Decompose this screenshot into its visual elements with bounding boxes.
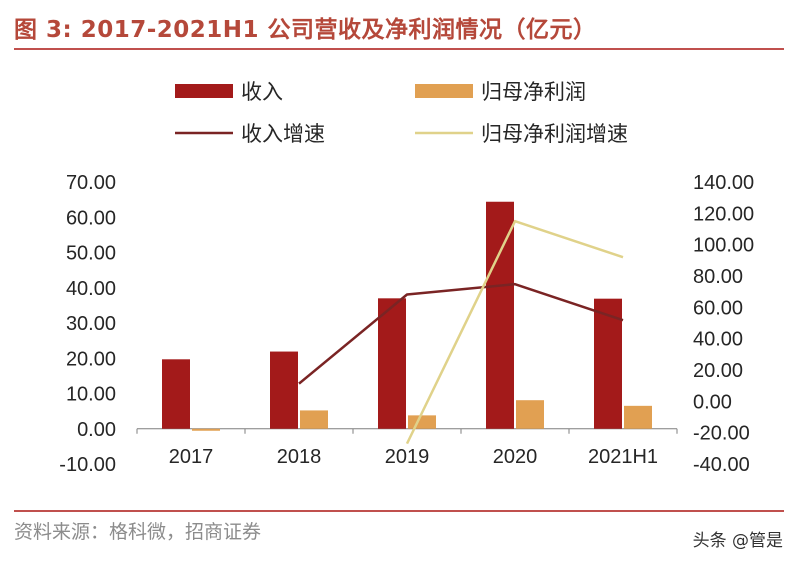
left-axis-tick-label: 70.00 bbox=[66, 172, 116, 194]
legend-swatch-net-profit bbox=[415, 84, 473, 98]
bar-revenue bbox=[378, 298, 406, 429]
legend-label: 收入增速 bbox=[241, 122, 325, 146]
footer-rule bbox=[14, 510, 784, 512]
x-axis-category-label: 2019 bbox=[385, 446, 430, 468]
bar-revenue bbox=[270, 351, 298, 429]
bar-net-profit bbox=[300, 410, 328, 429]
bar-net-profit bbox=[408, 415, 436, 429]
right-axis-tick-label: 80.00 bbox=[693, 266, 743, 288]
bar-net-profit bbox=[516, 400, 544, 429]
right-axis-tick-label: 40.00 bbox=[693, 329, 743, 351]
legend-label: 归母净利润 bbox=[481, 80, 586, 104]
figure-title: 图 3: 2017-2021H1 公司营收及净利润情况（亿元） bbox=[14, 17, 597, 43]
watermark: 头条 @管是 bbox=[692, 531, 783, 551]
left-axis-tick-label: 40.00 bbox=[66, 278, 116, 300]
x-axis-category-label: 2020 bbox=[493, 446, 538, 468]
x-axis-category-label: 2017 bbox=[169, 446, 214, 468]
right-axis-tick-label: 140.00 bbox=[693, 172, 754, 194]
title-rule bbox=[14, 48, 784, 50]
legend-label: 收入 bbox=[241, 80, 283, 104]
line-revenue-growth bbox=[298, 282, 624, 385]
bar-revenue bbox=[594, 298, 622, 429]
bar-revenue bbox=[486, 201, 514, 429]
right-axis-tick-label: 0.00 bbox=[693, 391, 732, 413]
left-axis-tick-label: 20.00 bbox=[66, 348, 116, 370]
right-axis-tick-label: 20.00 bbox=[693, 360, 743, 382]
right-axis-tick-label: 100.00 bbox=[693, 235, 754, 257]
source-text: 资料来源：格科微，招商证券 bbox=[14, 521, 262, 543]
left-axis-tick-label: 60.00 bbox=[66, 207, 116, 229]
x-axis-category-label: 2021H1 bbox=[588, 446, 658, 468]
bar-net-profit bbox=[192, 428, 220, 431]
left-axis-tick-label: 50.00 bbox=[66, 243, 116, 265]
bar-revenue bbox=[162, 359, 190, 429]
right-axis-tick-label: 60.00 bbox=[693, 297, 743, 319]
legend-label: 归母净利润增速 bbox=[481, 122, 628, 146]
right-axis-tick-label: -20.00 bbox=[693, 423, 750, 445]
left-axis-tick-label: 10.00 bbox=[66, 384, 116, 406]
right-axis-tick-label: 120.00 bbox=[693, 203, 754, 225]
line-net-profit-growth bbox=[405, 219, 624, 445]
legend-swatch-revenue bbox=[175, 84, 233, 98]
x-axis-category-label: 2018 bbox=[277, 446, 322, 468]
left-axis-tick-label: 30.00 bbox=[66, 313, 116, 335]
bar-net-profit bbox=[624, 405, 652, 429]
right-axis-tick-label: -40.00 bbox=[693, 454, 750, 476]
left-axis-tick-label: 0.00 bbox=[77, 419, 116, 441]
left-axis-tick-label: -10.00 bbox=[59, 454, 116, 476]
